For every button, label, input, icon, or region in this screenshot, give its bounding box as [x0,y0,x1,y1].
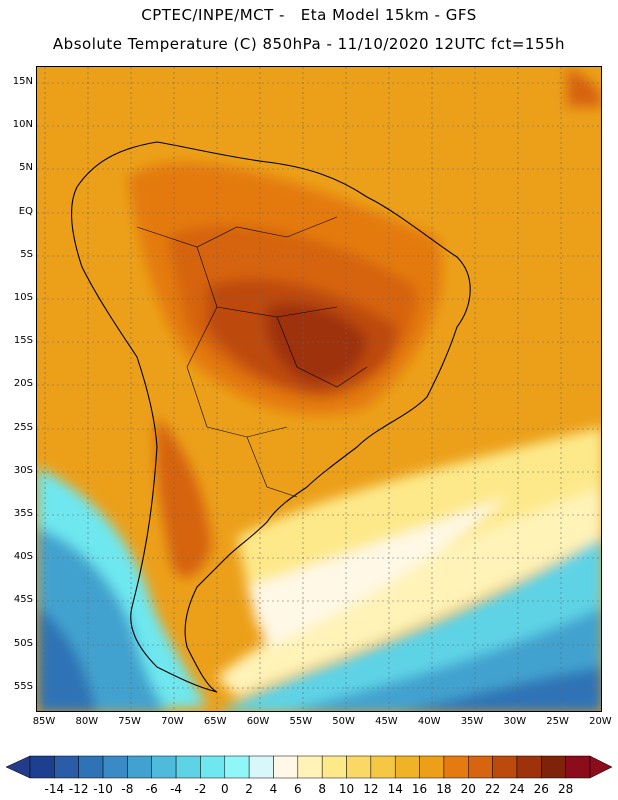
legend-swatch [443,755,469,779]
lat-label: 5S [20,248,33,260]
legend-tick-label: -6 [145,782,158,796]
lat-label: 10S [13,292,33,303]
legend-swatch [127,755,152,779]
legend-tick-label: 8 [318,782,326,796]
lat-label: 25S [13,421,33,433]
lon-label: 55W [289,716,313,727]
legend-swatch [468,755,493,779]
lat-label: 30S [13,464,33,476]
legend-tick-label: -8 [121,782,134,796]
legend-swatch [273,755,299,779]
legend-swatch [297,755,323,779]
legend-swatch [565,755,591,779]
south-america-coastline [71,141,471,693]
lat-label: 15N [12,76,33,87]
lon-label: 60W [246,716,270,727]
legend-swatch [419,755,445,779]
legend-tick-label: 28 [558,782,574,796]
legend-tick-label: -12 [68,782,89,796]
lat-label: EQ [18,205,33,217]
legend-swatch [102,755,128,779]
lat-label: 45S [13,594,33,606]
legend-swatch [224,755,250,779]
legend-tick-label: 6 [293,782,302,796]
lat-label: 35S [13,508,33,519]
legend-swatch [346,755,372,779]
legend-swatch [321,755,347,779]
legend-under-arrow [5,755,31,779]
legend-tick-label: -10 [93,782,113,796]
legend-swatch [248,755,274,779]
lat-label: 15S [13,335,33,347]
legend-swatch [175,755,201,779]
legend-tick-label: -14 [44,782,65,796]
lon-label: 40W [417,716,441,727]
legend-tick-label: -2 [194,782,207,796]
lat-label: 50S [13,637,33,649]
legend-tick-label: 4 [269,782,278,796]
lon-label: 30W [503,716,527,727]
lat-label: 20S [13,378,33,390]
legend-tick-label: 12 [363,782,379,796]
lon-label: 85W [32,716,56,727]
legend-swatch [151,755,177,779]
legend-tick-label: 22 [484,782,501,796]
legend-swatch [394,755,420,779]
legend-tick-label: 0 [220,782,229,796]
legend-over-arrow [589,755,613,779]
lon-label: 80W [75,716,99,727]
lat-label: 5N [19,162,33,174]
legend-tick-label: 20 [460,782,476,796]
legend-swatch [54,755,79,779]
temperature-shading [37,67,601,711]
lat-label: 55S [13,680,33,692]
title-line-1: CPTEC/INPE/MCT - Eta Model 15km - GFS [141,6,477,24]
temperature-map [36,66,602,712]
legend-swatch [78,755,104,779]
lon-label: 50W [332,716,355,727]
lon-label: 25W [546,716,569,727]
legend-swatch [516,755,542,779]
lon-label: 75W [118,716,141,727]
lon-label: 35W [460,716,484,727]
legend-tick-label: 2 [245,782,253,796]
legend-swatch [541,755,566,779]
country-borders [136,216,368,498]
legend-swatch [29,755,55,779]
legend-tick-label: -4 [170,782,183,796]
color-legend [0,750,618,800]
legend-tick-label: 18 [436,782,452,796]
legend-tick-label: 24 [509,782,525,796]
legend-swatch [200,755,226,779]
lat-lon-grid [37,67,601,711]
legend-swatch [370,755,396,779]
legend-tick-label: 14 [387,782,403,796]
lon-label: 45W [375,716,398,727]
lon-label: 70W [161,716,184,727]
lat-label: 40S [13,551,33,563]
lon-label: 20W [589,716,612,727]
legend-tick-label: 16 [411,782,428,796]
legend-swatch [492,755,518,779]
legend-tick-label: 26 [533,782,549,796]
lat-label: 10N [12,119,33,131]
legend-tick-label: 10 [338,782,355,796]
title-line-2: Absolute Temperature (C) 850hPa - 11/10/… [52,35,566,53]
lon-label: 65W [203,716,227,727]
